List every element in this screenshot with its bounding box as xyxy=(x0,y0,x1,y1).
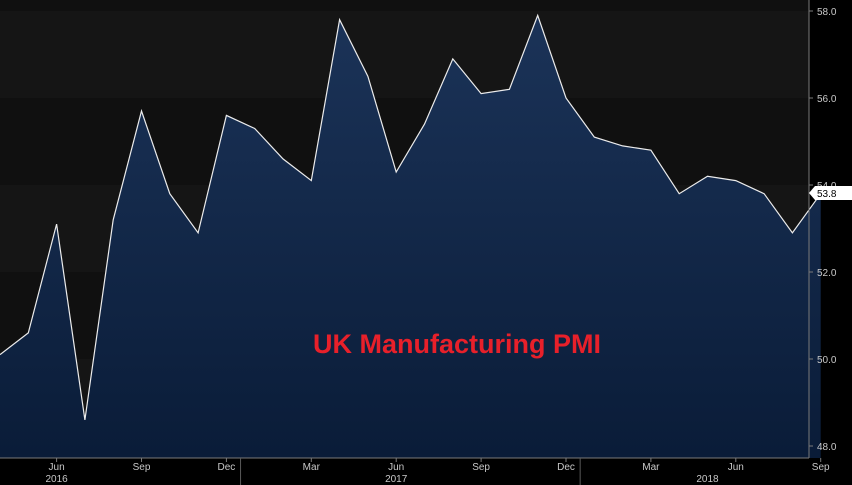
year-label: 2017 xyxy=(385,474,408,485)
y-tick-label: 50.0 xyxy=(817,355,837,366)
last-value-label: 53.8 xyxy=(817,189,837,200)
x-tick-labels: Jun Sep Dec Mar Jun Sep Dec Mar Jun Sep xyxy=(49,458,830,473)
y-tick-label: 58.0 xyxy=(817,7,837,18)
x-tick-label: Jun xyxy=(728,462,744,473)
last-value-tag xyxy=(809,186,852,200)
x-tick-label: Jun xyxy=(49,462,65,473)
y-tick-label: 48.0 xyxy=(817,442,837,453)
pmi-area-fill xyxy=(0,15,821,459)
x-tick-label: Dec xyxy=(557,462,575,473)
year-label: 2018 xyxy=(696,474,719,485)
x-tick-label: Sep xyxy=(472,462,490,473)
last-value-marker: 53.8 xyxy=(809,186,852,200)
x-tick-label: Mar xyxy=(303,462,321,473)
background-band xyxy=(0,0,809,11)
x-tick-label: Sep xyxy=(133,462,151,473)
x-tick-label: Jun xyxy=(388,462,404,473)
y-tick-label: 56.0 xyxy=(817,94,837,105)
year-label: 2016 xyxy=(45,474,68,485)
chart-title: UK Manufacturing PMI xyxy=(313,329,601,359)
pmi-series-line xyxy=(0,13,822,420)
background-band xyxy=(0,11,809,98)
y-tick-label: 52.0 xyxy=(817,268,837,279)
year-labels: 2016 2017 2018 xyxy=(45,458,719,485)
x-tick-label: Sep xyxy=(812,462,830,473)
x-tick-label: Dec xyxy=(218,462,236,473)
x-tick-label: Mar xyxy=(642,462,660,473)
